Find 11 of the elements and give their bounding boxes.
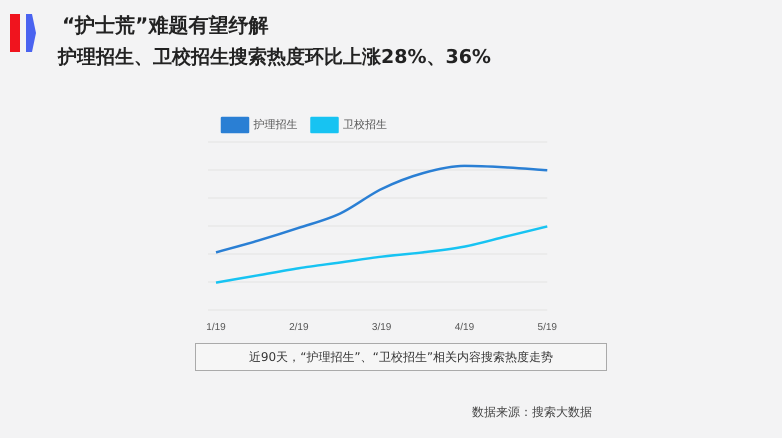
chart-title: “护士荒”难题有望纾解 <box>62 12 268 39</box>
x-tick-label: 1/19 <box>206 322 226 333</box>
x-tick-label: 2/19 <box>289 322 309 333</box>
x-tick-label: 3/19 <box>372 322 392 333</box>
x-tick-label: 4/19 <box>454 322 475 333</box>
chart-subtitle: 护理招生、卫校招生搜索热度环比上涨28%、36% <box>58 45 491 70</box>
source-note: 数据来源：搜索大数据 <box>472 404 592 421</box>
text: 近90天，“护理招生”、“卫校招生”相关内容搜索热度走势 <box>195 343 607 371</box>
x-tick-label: 5/19 <box>538 322 558 333</box>
legend-label: 护理招生 <box>252 118 298 131</box>
legend-label: 卫校招生 <box>343 118 387 131</box>
